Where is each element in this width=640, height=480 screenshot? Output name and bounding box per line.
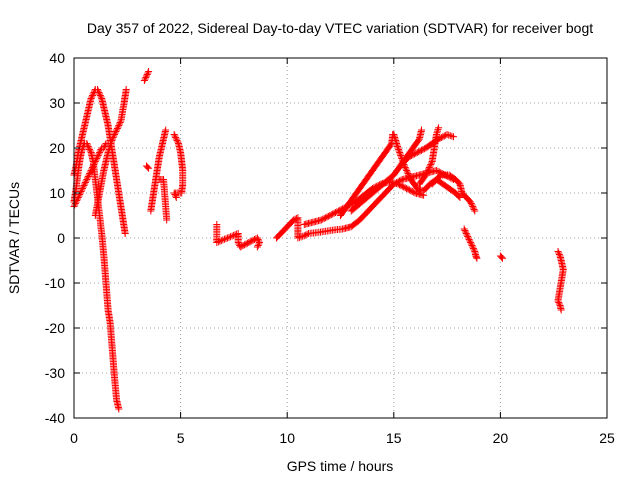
plot-frame — [73, 57, 608, 419]
x-tick-label: 10 — [279, 430, 295, 446]
axis-ticks: 0 5 10 15 20 25 -40 -30 -20 -10 0 10 20 30 40 — [45, 50, 615, 446]
y-tick-label: -30 — [45, 365, 65, 381]
y-tick-label: 10 — [49, 185, 65, 201]
data-points — [70, 68, 567, 413]
grid-lines — [74, 58, 607, 418]
y-tick-label: -40 — [45, 410, 65, 426]
y-tick-label: -10 — [45, 275, 65, 291]
chart-title: Day 357 of 2022, Sidereal Day-to-day VTE… — [87, 20, 593, 36]
sdtvar-scatter-points — [70, 68, 567, 413]
x-tick-label: 15 — [386, 430, 402, 446]
y-tick-label: 0 — [57, 230, 65, 246]
y-tick-label: 40 — [49, 50, 65, 66]
y-tick-label: -20 — [45, 320, 65, 336]
x-tick-label: 0 — [70, 430, 78, 446]
x-tick-label: 20 — [493, 430, 509, 446]
y-tick-label: 20 — [49, 140, 65, 156]
y-tick-label: 30 — [49, 95, 65, 111]
y-axis-label: SDTVAR / TECUs — [6, 182, 22, 294]
x-tick-label: 25 — [599, 430, 615, 446]
x-tick-label: 5 — [177, 430, 185, 446]
x-axis-label: GPS time / hours — [287, 458, 394, 474]
